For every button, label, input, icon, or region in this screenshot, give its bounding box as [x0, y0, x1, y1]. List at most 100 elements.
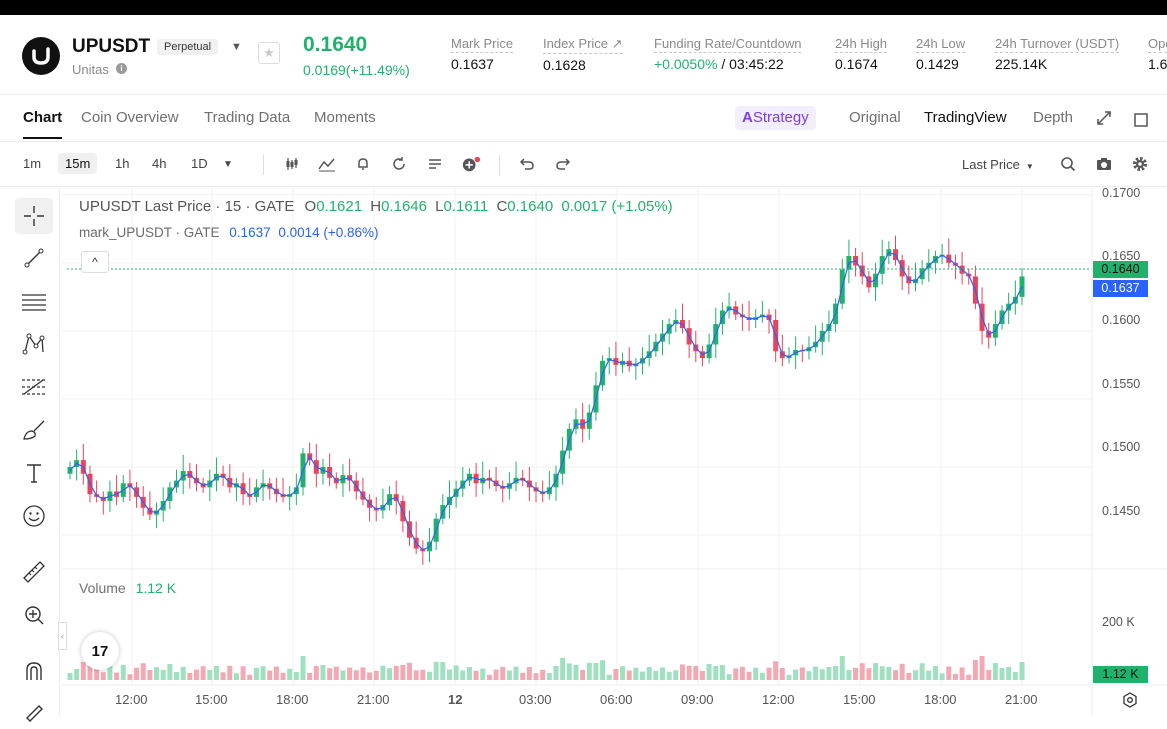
- symbol-name[interactable]: UPUSDT: [72, 36, 151, 57]
- volume-bar: [533, 673, 539, 680]
- pencil-icon[interactable]: [15, 693, 53, 729]
- volume-bar: [460, 670, 466, 680]
- volume-bar: [253, 667, 259, 680]
- volume-bar: [919, 663, 925, 680]
- sidebar-collapse-handle[interactable]: ‹: [58, 622, 67, 650]
- info-icon[interactable]: i: [116, 63, 127, 74]
- time-axis-label: 21:00: [1005, 692, 1038, 707]
- volume-bar: [393, 666, 399, 680]
- zoom-in-icon[interactable]: [15, 597, 53, 633]
- volume-bar: [506, 670, 512, 680]
- view-original[interactable]: Original: [849, 109, 901, 126]
- add-indicator-icon[interactable]: [461, 154, 481, 174]
- timeframe-1h[interactable]: 1h: [115, 156, 130, 171]
- strategy-button[interactable]: AStrategy: [735, 106, 816, 130]
- tab-coin-overview[interactable]: Coin Overview: [81, 109, 179, 126]
- volume-bar: [573, 664, 579, 680]
- timeframe-dropdown-icon[interactable]: ▼: [223, 159, 233, 170]
- tradingview-logo-icon[interactable]: 17: [81, 632, 119, 670]
- pattern-icon[interactable]: [15, 326, 53, 362]
- tab-moments[interactable]: Moments: [314, 109, 376, 126]
- volume-bar: [986, 670, 992, 680]
- crosshair-icon[interactable]: [15, 198, 53, 234]
- expand-icon[interactable]: [1094, 108, 1114, 128]
- volume-bar: [340, 670, 346, 680]
- tab-chart[interactable]: Chart: [23, 109, 63, 139]
- volume-bar: [793, 669, 799, 680]
- volume-value: 1.12 K: [135, 580, 177, 596]
- stat-label[interactable]: Mark Price: [451, 36, 514, 53]
- volume-bar: [786, 674, 792, 680]
- price-legend: UPUSDT Last Price · 15 · GATE O0.1621 H0…: [79, 198, 673, 215]
- horizontal-lines-icon[interactable]: [15, 283, 53, 319]
- volume-bar: [154, 667, 160, 680]
- volume-bar: [380, 665, 386, 680]
- chart-toolbar: 1m 15m 1h 4h 1D ▼ Last Price ▼: [0, 143, 1167, 187]
- stat-label[interactable]: 24h Turnover (USDT): [995, 36, 1120, 53]
- volume-bar: [899, 663, 905, 680]
- stat-mark-price: Mark Price 0.1637: [451, 35, 514, 72]
- timeframe-15m[interactable]: 15m: [58, 153, 98, 174]
- fib-retracement-icon[interactable]: [15, 369, 53, 405]
- volume-bar: [873, 663, 879, 680]
- search-icon[interactable]: [1058, 154, 1078, 174]
- timeframe-1m[interactable]: 1m: [23, 156, 42, 171]
- volume-bar: [227, 665, 233, 680]
- volume-bar: [999, 668, 1005, 680]
- price-chart[interactable]: [62, 188, 1167, 716]
- stat-open-interest: Ope 1.6: [1148, 35, 1167, 72]
- ruler-icon[interactable]: [15, 554, 53, 590]
- view-tradingview[interactable]: TradingView: [924, 109, 1007, 126]
- volume-bar: [726, 674, 732, 680]
- toolbar-divider: [499, 155, 500, 175]
- brush-icon[interactable]: [15, 412, 53, 448]
- candlestick-series: [67, 235, 1025, 565]
- price-axis-label: 0.1550: [1102, 377, 1141, 391]
- favorite-star-icon[interactable]: ★: [258, 42, 280, 64]
- volume-bar: [719, 665, 725, 680]
- browser-top-bar: [0, 0, 1167, 15]
- price-type-select[interactable]: Last Price ▼: [962, 157, 1034, 172]
- stat-value: 0.1628: [543, 57, 586, 73]
- emoji-icon[interactable]: [15, 498, 53, 534]
- view-depth[interactable]: Depth: [1033, 109, 1074, 126]
- symbol-dropdown-icon[interactable]: ▼: [231, 41, 242, 53]
- volume-legend: Volume 1.12 K: [79, 580, 176, 596]
- volume-bar: [473, 670, 479, 680]
- volume-bar: [560, 657, 566, 680]
- replay-icon[interactable]: [389, 154, 409, 174]
- timeframe-4h[interactable]: 4h: [152, 156, 167, 171]
- undo-icon[interactable]: [517, 154, 537, 174]
- templates-icon[interactable]: [425, 154, 445, 174]
- legend-collapse-button[interactable]: ^: [81, 251, 109, 273]
- volume-bar: [400, 665, 406, 680]
- stat-label[interactable]: Funding Rate/Countdown: [654, 36, 802, 53]
- camera-icon[interactable]: [1094, 154, 1114, 174]
- price-chart-canvas[interactable]: [62, 188, 1167, 716]
- timeframe-1d[interactable]: 1D: [191, 156, 208, 171]
- trend-line-icon[interactable]: [15, 240, 53, 276]
- tab-trading-data[interactable]: Trading Data: [204, 109, 291, 126]
- price-change: 0.0169(+11.49%): [303, 62, 410, 78]
- magnet-icon[interactable]: [15, 653, 53, 689]
- redo-icon[interactable]: [553, 154, 573, 174]
- window-icon[interactable]: [1131, 110, 1151, 130]
- chart-settings-icon[interactable]: [1120, 690, 1140, 710]
- alert-icon[interactable]: [353, 154, 373, 174]
- text-tool-icon[interactable]: [15, 455, 53, 491]
- settings-gear-icon[interactable]: [1130, 154, 1150, 174]
- stat-label[interactable]: Index Price ↗: [543, 36, 623, 54]
- indicators-icon[interactable]: [317, 154, 337, 174]
- candle-type-icon[interactable]: [282, 154, 302, 174]
- price-axis-label: 0.1650: [1102, 249, 1141, 263]
- stat-label[interactable]: 24h Low: [916, 36, 966, 53]
- volume-bar: [193, 669, 199, 680]
- volume-bar: [859, 663, 865, 680]
- volume-bar: [966, 674, 972, 680]
- legend-high-label: H: [370, 198, 382, 215]
- volume-bar: [240, 666, 246, 680]
- stat-label[interactable]: 24h High: [835, 36, 888, 53]
- stat-label[interactable]: Ope: [1148, 36, 1167, 53]
- last-price: 0.1640: [303, 33, 368, 56]
- volume-bar: [74, 669, 80, 680]
